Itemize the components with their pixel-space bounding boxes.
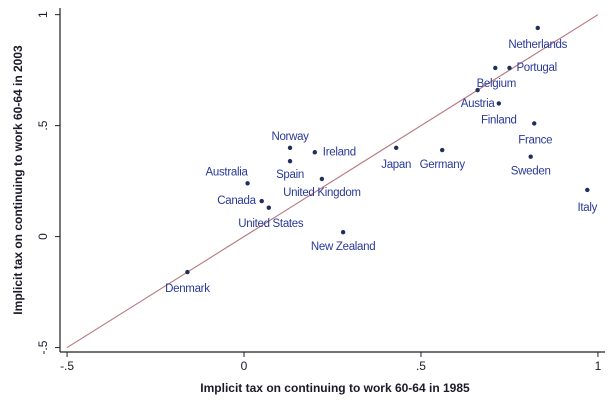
point-label: Netherlands	[508, 39, 567, 51]
point	[287, 158, 293, 164]
x-tick-label: -.5	[60, 359, 74, 373]
point	[259, 198, 264, 204]
x-tick-label: 0	[241, 359, 248, 373]
point-label: Denmark	[165, 283, 210, 295]
point	[475, 87, 480, 93]
point-label: Ireland	[323, 146, 356, 158]
point	[340, 229, 346, 235]
point-label: New Zealand	[311, 241, 375, 253]
reference-line	[66, 14, 599, 349]
point-label: Belgium	[477, 78, 516, 90]
point	[319, 176, 325, 182]
point-label: United Kingdom	[283, 187, 361, 199]
y-tick-label: .5	[36, 120, 50, 130]
x-tick-label: .5	[416, 359, 426, 373]
point	[266, 205, 271, 210]
point-label: Norway	[271, 131, 309, 143]
point-label: Japan	[381, 159, 411, 171]
point	[535, 25, 540, 31]
point	[394, 145, 399, 151]
point-label: Germany	[420, 159, 466, 171]
y-tick-label: -.5	[36, 340, 50, 354]
point-label: Australia	[206, 166, 249, 178]
x-axis-label: Implicit tax on continuing to work 60-64…	[200, 381, 470, 395]
y-tick-label: 0	[36, 233, 50, 240]
point	[585, 187, 590, 193]
x-tick-label: 1	[595, 359, 602, 373]
point-label: Sweden	[511, 166, 551, 178]
point	[245, 181, 250, 186]
point-label: Italy	[578, 202, 598, 214]
point	[185, 269, 190, 275]
point	[287, 145, 293, 151]
y-tick-label: 1	[36, 11, 50, 18]
point-label: Finland	[481, 114, 517, 126]
point-label: Canada	[217, 195, 256, 207]
point	[532, 121, 537, 126]
point-label: France	[518, 134, 552, 146]
point-label: Austria	[461, 98, 496, 110]
point-label: United States	[238, 218, 304, 230]
point	[507, 65, 512, 71]
point	[528, 154, 533, 159]
point-label: Portugal	[516, 62, 556, 74]
y-axis-label: Implicit tax on continuing to work 60-64…	[11, 45, 25, 315]
point-label: Spain	[276, 169, 304, 181]
point	[493, 65, 498, 71]
point	[312, 150, 318, 155]
point	[496, 101, 502, 106]
point	[440, 147, 445, 153]
